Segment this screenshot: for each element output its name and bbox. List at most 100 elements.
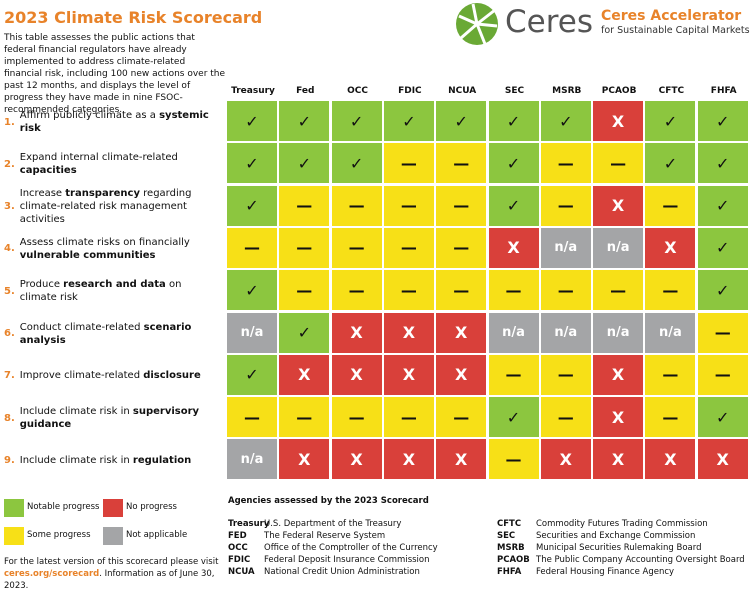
status-cell: n/a bbox=[593, 312, 644, 353]
status-cell: — bbox=[436, 397, 487, 438]
status-cell: ✓ bbox=[540, 101, 591, 141]
legend-label: Not applicable bbox=[126, 530, 188, 540]
footer: For the latest version of this scorecard… bbox=[4, 556, 219, 592]
status-cell: ✓ bbox=[227, 101, 277, 141]
logo-icon bbox=[456, 3, 498, 45]
row-label: 9. Include climate risk in regulation bbox=[4, 439, 226, 481]
status-cell: X bbox=[540, 439, 591, 480]
status-cell: ✓ bbox=[488, 101, 539, 141]
status-cell: ✓ bbox=[488, 143, 539, 184]
status-cell: X bbox=[488, 227, 539, 268]
label-part: disclosure bbox=[143, 370, 201, 382]
agency-name: Federal Deposit Insurance Commission bbox=[264, 555, 430, 565]
legend-swatch bbox=[4, 527, 24, 545]
label-part: systemic risk bbox=[19, 110, 209, 134]
status-cell: ✓ bbox=[645, 101, 696, 141]
status-cell: X bbox=[383, 439, 434, 480]
label-part: scenario analysis bbox=[19, 321, 192, 346]
status-cell: X bbox=[645, 439, 696, 480]
row-label: 6. Conduct climate-related scenario analy… bbox=[4, 313, 226, 355]
status-cell: — bbox=[540, 354, 591, 395]
status-cell: X bbox=[645, 227, 696, 268]
column-header: FDIC bbox=[398, 86, 422, 96]
status-cell: — bbox=[593, 270, 644, 311]
row-text: Produce research and data on climate ris… bbox=[20, 278, 220, 304]
row-number: 4. bbox=[4, 243, 15, 255]
agency-name: Commodity Futures Trading Commission bbox=[536, 519, 708, 529]
status-cell: n/a bbox=[645, 312, 696, 353]
row-label: 2. Expand internal climate-related capaci… bbox=[4, 143, 226, 185]
row-number: 8. bbox=[4, 412, 15, 424]
legend-label: Some progress bbox=[27, 530, 91, 540]
label-part: Include climate risk in bbox=[19, 454, 133, 466]
label-part: research and data bbox=[63, 279, 166, 291]
status-cell: n/a bbox=[488, 312, 539, 353]
agency-abbr: Treasury bbox=[228, 519, 270, 529]
status-cell: — bbox=[540, 143, 591, 184]
column-header: FHFA bbox=[710, 86, 737, 96]
footer-text: . Information as of June 30, 2023. bbox=[4, 569, 215, 591]
agency-abbr: NCUA bbox=[228, 567, 255, 577]
status-cell: X bbox=[593, 101, 644, 141]
status-cell: ✓ bbox=[383, 101, 434, 141]
status-cell: — bbox=[488, 270, 539, 311]
accelerator-title: Ceres Accelerator bbox=[601, 8, 742, 24]
row-label: 8. Include climate risk in supervisory gu… bbox=[4, 397, 226, 439]
agency-abbr: FDIC bbox=[228, 555, 251, 565]
status-cell: X bbox=[383, 312, 434, 353]
status-cell: — bbox=[227, 397, 277, 438]
row-text: Include climate risk in regulation bbox=[20, 454, 220, 467]
status-cell: — bbox=[331, 185, 382, 226]
row-label: 1. Affirm publicly climate as a systemic … bbox=[4, 101, 226, 143]
status-cell: ✓ bbox=[279, 101, 330, 141]
status-cell: X bbox=[697, 439, 748, 480]
status-cell: X bbox=[593, 354, 644, 395]
row-number: 2. bbox=[4, 158, 15, 170]
status-cell: ✓ bbox=[645, 143, 696, 184]
legend-swatch bbox=[4, 499, 24, 517]
footer-link[interactable]: ceres.org/scorecard bbox=[4, 569, 100, 579]
row-text: Conduct climate-related scenario analysi… bbox=[20, 321, 220, 347]
column-header: OCC bbox=[347, 86, 369, 96]
row-text: Affirm publicly climate as a systemic ri… bbox=[20, 109, 220, 135]
description: This table assesses the public actions t… bbox=[4, 33, 226, 115]
status-cell: — bbox=[645, 397, 696, 438]
status-cell: ✓ bbox=[697, 101, 748, 141]
agency-abbr: OCC bbox=[228, 543, 248, 553]
label-part: on climate risk bbox=[19, 279, 182, 304]
status-cell: X bbox=[436, 439, 487, 480]
status-cell: — bbox=[279, 270, 330, 311]
label-part: Expand internal climate-related bbox=[19, 152, 178, 164]
status-cell: — bbox=[697, 312, 748, 353]
status-cell: n/a bbox=[593, 227, 644, 268]
status-cell: — bbox=[540, 185, 591, 226]
status-cell: ✓ bbox=[279, 312, 330, 353]
status-cell: — bbox=[331, 227, 382, 268]
label-part: regulation bbox=[132, 454, 192, 466]
row-text: Expand internal climate-related capaciti… bbox=[20, 151, 220, 177]
status-cell: n/a bbox=[540, 312, 591, 353]
title: 2023 Climate Risk Scorecard bbox=[4, 8, 263, 27]
status-cell: ✓ bbox=[697, 185, 748, 226]
status-cell: — bbox=[279, 185, 330, 226]
status-cell: — bbox=[488, 354, 539, 395]
status-cell: ✓ bbox=[227, 143, 277, 184]
row-label: 5. Produce research and data on climate r… bbox=[4, 270, 226, 312]
status-cell: — bbox=[383, 227, 434, 268]
status-cell: ✓ bbox=[331, 101, 382, 141]
status-cell: — bbox=[279, 397, 330, 438]
status-cell: — bbox=[645, 185, 696, 226]
status-cell: X bbox=[331, 439, 382, 480]
status-cell: ✓ bbox=[436, 101, 487, 141]
label-part: vulnerable communities bbox=[19, 249, 156, 261]
status-cell: ✓ bbox=[227, 185, 277, 226]
row-number: 1. bbox=[4, 116, 15, 128]
status-cell: — bbox=[331, 397, 382, 438]
row-text: Improve climate-related disclosure bbox=[20, 369, 220, 382]
row-label: 4. Assess climate risks on financially vu… bbox=[4, 228, 226, 270]
row-number: 3. bbox=[4, 201, 15, 213]
accelerator-subtitle: for Sustainable Capital Markets bbox=[601, 25, 750, 36]
label-part: supervisory guidance bbox=[19, 406, 200, 431]
column-header: PCAOB bbox=[601, 86, 637, 96]
